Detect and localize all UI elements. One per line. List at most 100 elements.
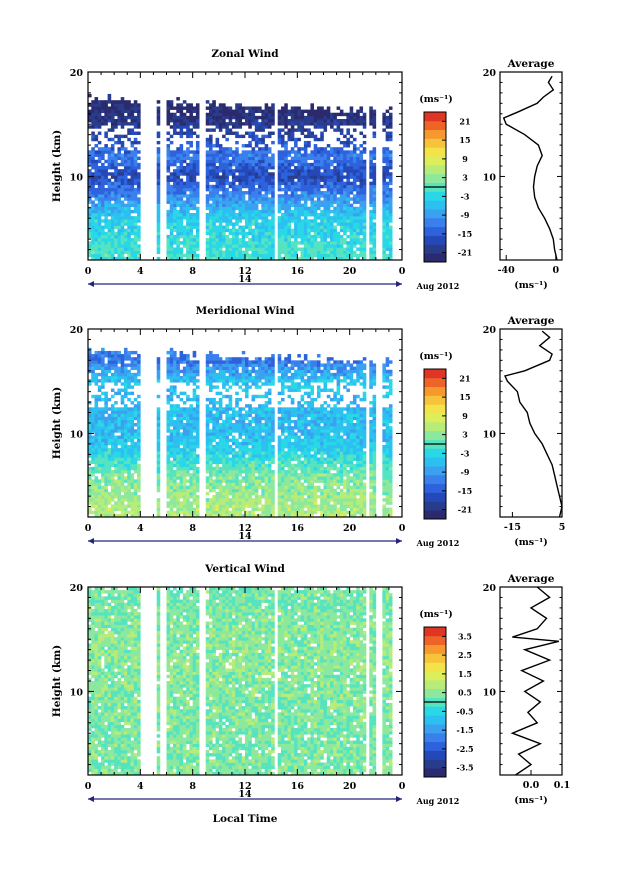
average-x-tick-label: 0: [552, 265, 559, 276]
x-tick-label: 8: [189, 523, 196, 534]
x-tick-label: 8: [189, 266, 196, 277]
average-title: Average: [507, 58, 555, 70]
colorbar-tick-label: 15: [459, 135, 470, 145]
date-label: Aug 2012: [416, 538, 460, 548]
average-y-tick-label: 10: [483, 172, 497, 183]
y-tick-label: 10: [70, 429, 84, 440]
average-x-tick-label: -40: [498, 265, 516, 276]
x-tick-label: 16: [291, 523, 305, 534]
colorbar-tick-label: 9: [462, 411, 468, 421]
colorbar: (ms⁻¹) 21 15 9 3 -3 -9 -15 -21: [419, 94, 472, 263]
day-axis-arrow-left: [88, 281, 94, 287]
average-frame: [499, 71, 563, 261]
date-label: Aug 2012: [416, 281, 460, 291]
average-title: Average: [507, 315, 555, 327]
panel-title: Meridional Wind: [196, 305, 295, 317]
y-tick-label: 20: [70, 68, 84, 79]
heatmap-cells: [88, 347, 393, 518]
x-tick-label: 0: [399, 523, 406, 534]
day-label: 14: [238, 531, 252, 542]
y-tick-label: 20: [70, 583, 84, 594]
y-tick-label: 10: [70, 172, 84, 183]
y-axis-label: Height (km): [51, 130, 63, 202]
panel-title: Zonal Wind: [211, 48, 279, 60]
colorbar-tick-label: -0.5: [456, 706, 473, 716]
heatmap-cells: [88, 93, 393, 261]
x-tick-label: 0: [85, 523, 92, 534]
colorbar: (ms⁻¹) 21 15 9 3 -3 -9 -15 -21: [419, 351, 472, 520]
average-profile-panel: Average 20 10 -40 0 (ms⁻¹): [483, 58, 563, 291]
colorbar-tick-label: 1.5: [458, 669, 472, 679]
colorbar-tick-label: -9: [461, 467, 470, 477]
heatmap-cells: [88, 587, 393, 776]
x-tick-label: 0: [399, 266, 406, 277]
colorbar-tick-label: 21: [459, 116, 470, 126]
x-tick-label: 20: [343, 781, 357, 792]
x-tick-label: 20: [343, 523, 357, 534]
colorbar: (ms⁻¹) 3.5 2.5 1.5 0.5 -0.5 -1.5 -2.5 -3.5: [419, 609, 474, 778]
colorbar-tick-label: 3: [462, 173, 468, 183]
average-profile-panel: Average 20 10 0.0 0.1 (ms⁻¹): [483, 573, 571, 806]
colorbar-tick-label: 9: [462, 154, 468, 164]
colorbar-tick-label: -3.5: [456, 763, 473, 773]
y-tick-label: 20: [70, 325, 84, 336]
colorbar-tick-label: -21: [458, 505, 472, 515]
x-tick-label: 12: [238, 781, 251, 792]
colorbar-unit: (ms⁻¹): [419, 94, 453, 105]
colorbar-tick-label: -3: [461, 448, 470, 458]
colorbar-tick-label: -21: [458, 248, 472, 258]
colorbar-tick-label: -15: [458, 486, 472, 496]
average-y-tick-label: 10: [483, 687, 497, 698]
panel-title: Vertical Wind: [204, 563, 285, 575]
colorbar-tick-label: 21: [459, 373, 470, 383]
date-label: Aug 2012: [416, 796, 460, 806]
colorbar-tick-label: 0.5: [458, 688, 472, 698]
colorbar-tick-label: -2.5: [456, 744, 473, 754]
colorbar-tick-label: -9: [461, 210, 470, 220]
colorbar-tick-label: -1.5: [456, 725, 473, 735]
average-x-tick-label: 0.0: [523, 780, 540, 791]
average-x-tick-label: 0.1: [554, 780, 571, 791]
colorbar-tick-label: 3: [462, 430, 468, 440]
x-tick-label: 4: [137, 781, 144, 792]
y-axis-label: Height (km): [51, 645, 63, 717]
x-tick-label: 0: [399, 781, 406, 792]
average-unit: (ms⁻¹): [514, 537, 548, 548]
average-profile-line: [510, 586, 560, 776]
average-profile-line: [504, 330, 563, 518]
average-x-tick-label: -15: [504, 522, 521, 533]
colorbar-tick-label: 3.5: [458, 631, 472, 641]
x-tick-label: 16: [291, 266, 305, 277]
average-frame: [499, 586, 563, 776]
colorbar-tick-label: 2.5: [458, 650, 472, 660]
x-tick-label: 12: [238, 266, 251, 277]
panel-vertical-wind: Vertical Wind 0 4 8 12 16 20 0 20 10 Height (km) 14…: [51, 563, 570, 806]
x-tick-label: 0: [85, 781, 92, 792]
average-y-tick-label: 20: [483, 325, 497, 336]
day-axis-arrow-left: [88, 796, 94, 802]
average-x-tick-label: 5: [559, 522, 566, 533]
day-label: 14: [238, 274, 252, 285]
average-y-tick-label: 10: [483, 429, 497, 440]
x-tick-label: 12: [238, 523, 251, 534]
x-tick-label: 8: [189, 781, 196, 792]
colorbar-tick-label: 15: [459, 392, 470, 402]
day-axis-arrow-right: [396, 538, 402, 544]
average-frame: [499, 328, 563, 518]
average-y-tick-label: 20: [483, 583, 497, 594]
panel-meridional-wind: Meridional Wind 0 4 8 12 16 20 0 20 10 Height (km)…: [51, 305, 565, 548]
y-tick-label: 10: [70, 687, 84, 698]
x-axis-label-local-time: Local Time: [213, 813, 278, 825]
day-axis-arrow-left: [88, 538, 94, 544]
x-tick-label: 20: [343, 266, 357, 277]
average-title: Average: [507, 573, 555, 585]
colorbar-tick-label: -15: [458, 229, 472, 239]
y-axis-label: Height (km): [51, 387, 63, 459]
x-tick-label: 0: [85, 266, 92, 277]
day-axis-arrow-right: [396, 796, 402, 802]
x-tick-label: 16: [291, 781, 305, 792]
day-axis-arrow-right: [396, 281, 402, 287]
average-profile-panel: Average 20 10 -15 5 (ms⁻¹): [483, 315, 566, 548]
average-unit: (ms⁻¹): [514, 280, 548, 291]
